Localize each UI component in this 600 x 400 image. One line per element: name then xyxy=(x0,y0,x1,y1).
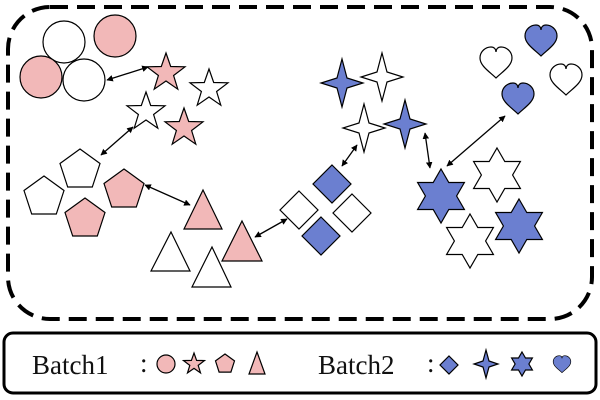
diamond-icon xyxy=(439,355,459,375)
star-empty xyxy=(188,67,230,107)
triangle-empty xyxy=(150,230,191,272)
circle-filled xyxy=(19,55,63,99)
arrow-star-pentagon xyxy=(100,126,134,156)
star-icon xyxy=(181,351,207,375)
triangle-filled xyxy=(183,188,223,230)
legend-batch2-colon: : xyxy=(427,348,435,378)
four-point-star-filled xyxy=(381,97,429,151)
pentagon-filled xyxy=(64,197,106,237)
arrow-triangle-diamond xyxy=(254,218,288,238)
six-point-star-filled xyxy=(494,197,544,255)
circle-empty xyxy=(42,20,86,64)
triangle-empty xyxy=(191,245,232,288)
four-point-star-empty xyxy=(340,101,388,155)
batch1-circles xyxy=(19,14,137,102)
heart-empty xyxy=(549,63,583,96)
batch2-six-point-stars xyxy=(416,146,544,270)
triangle-icon xyxy=(248,350,266,375)
star-filled xyxy=(145,51,187,91)
clusters-frame xyxy=(6,5,594,321)
circle-filled xyxy=(93,14,137,58)
circle-icon xyxy=(156,354,176,374)
batch2-hearts xyxy=(479,24,583,115)
batch1-triangles xyxy=(150,188,263,288)
diamond-empty xyxy=(279,190,319,230)
triangle-filled xyxy=(221,219,263,262)
pair-arrows xyxy=(100,65,506,238)
arrow-sixstar-heart xyxy=(446,115,506,167)
pentagon-icon xyxy=(214,353,236,373)
batch2-diamonds xyxy=(279,164,372,256)
diamond-filled xyxy=(312,164,352,204)
legend-box xyxy=(2,331,598,395)
diamond-filled xyxy=(301,216,341,256)
four-point-star-filled xyxy=(318,56,366,110)
arrow-diamond-fourstar xyxy=(341,144,358,167)
six-point-star-icon xyxy=(510,350,534,378)
heart-filled xyxy=(524,24,558,57)
pentagon-empty xyxy=(23,175,65,215)
batch1-stars xyxy=(125,51,230,146)
legend-batch2-label: Batch2 xyxy=(318,350,394,380)
pentagon-empty xyxy=(59,148,101,188)
arrow-fourstar-sixstar xyxy=(422,132,433,169)
four-point-star-empty xyxy=(358,50,406,104)
arrow-pentagon-triangle xyxy=(144,184,191,206)
arrow-circle-star xyxy=(106,65,149,82)
four-point-star-icon xyxy=(472,347,500,381)
six-point-star-filled xyxy=(416,167,466,225)
circle-empty xyxy=(62,58,106,102)
star-empty xyxy=(125,90,167,130)
legend-batch2-shapes xyxy=(439,347,572,381)
heart-filled xyxy=(501,82,535,115)
six-point-star-empty xyxy=(445,212,495,270)
diamond-empty xyxy=(332,193,372,233)
legend-batch1-shapes xyxy=(156,350,266,375)
six-point-star-empty xyxy=(472,146,522,204)
heart-empty xyxy=(479,46,513,79)
legend-batch1-label: Batch1 xyxy=(32,350,108,380)
batch1-pentagons xyxy=(23,148,145,237)
star-filled xyxy=(163,106,205,146)
pentagon-filled xyxy=(103,168,145,208)
legend-batch1-colon: : xyxy=(140,348,148,378)
batch2-four-point-stars xyxy=(318,50,429,155)
